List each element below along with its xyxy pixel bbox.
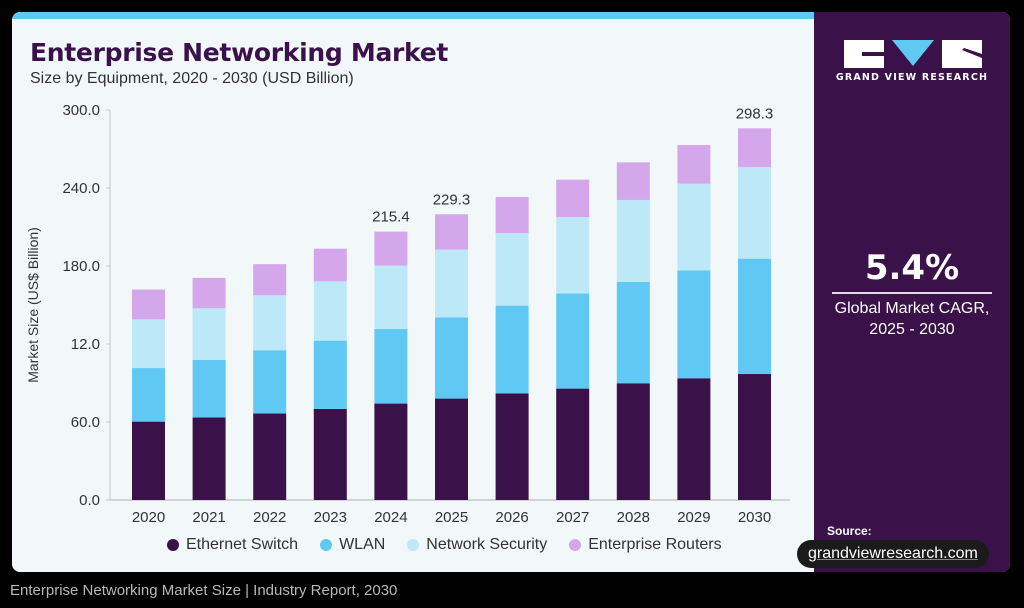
cagr-label-line2: 2025 - 2030: [869, 321, 955, 338]
bar-segment-ethernet-switch: [495, 393, 529, 500]
x-tick-label: 2020: [132, 509, 165, 526]
bar-segment-ethernet-switch: [435, 398, 468, 500]
x-tick-label: 2028: [617, 509, 650, 526]
bar-segment-ethernet-switch: [374, 403, 408, 500]
legend-swatch: [407, 539, 420, 551]
legend-label: Ethernet Switch: [186, 536, 299, 553]
divider: [832, 292, 992, 294]
legend-item-network-security: Network Security: [407, 536, 547, 554]
bar-segment-network-security: [435, 249, 468, 318]
bar-segment-enterprise-routers: [313, 248, 347, 282]
bar-segment-ethernet-switch: [313, 408, 347, 500]
bar-segment-network-security: [253, 295, 287, 351]
bar-segment-enterprise-routers: [374, 231, 408, 266]
x-tick-label: 2022: [253, 509, 286, 526]
x-tick-label: 2030: [738, 509, 771, 526]
bar-segment-enterprise-routers: [738, 128, 771, 167]
legend-item-ethernet-switch: Ethernet Switch: [167, 536, 298, 554]
bar-segment-wlan: [616, 281, 650, 384]
x-tick-label: 2027: [556, 509, 589, 526]
data-label: 298.3: [736, 105, 774, 122]
bar-segment-network-security: [132, 319, 165, 369]
legend-item-enterprise-routers: Enterprise Routers: [569, 536, 722, 554]
bar-segment-network-security: [313, 281, 347, 341]
source-link[interactable]: grandviewresearch.com: [797, 540, 989, 568]
bar-segment-enterprise-routers: [192, 277, 226, 309]
bar-segment-network-security: [556, 217, 590, 294]
bar-segment-enterprise-routers: [435, 214, 468, 250]
bar-segment-wlan: [313, 340, 347, 409]
x-tick-label: 2024: [374, 509, 407, 526]
y-tick-label: 240.0: [62, 180, 100, 197]
data-label: 229.3: [433, 191, 471, 208]
cagr-label-line1: Global Market CAGR,: [834, 300, 990, 317]
bar-segment-ethernet-switch: [616, 383, 650, 500]
bar-segment-wlan: [495, 305, 529, 394]
bar-segment-enterprise-routers: [556, 179, 590, 218]
bar-segment-network-security: [738, 166, 771, 259]
image-caption: Enterprise Networking Market Size | Indu…: [10, 582, 398, 599]
bar-segment-network-security: [192, 308, 226, 360]
bar-segment-network-security: [616, 199, 650, 282]
bar-segment-ethernet-switch: [738, 374, 771, 500]
y-tick-label: 12.0: [71, 336, 100, 353]
y-tick-label: 300.0: [62, 102, 100, 119]
bar-segment-wlan: [556, 293, 590, 389]
stacked-bar-chart: 0.0 60.0 12.0 180.0 240.0 300.0 Market Size (U…: [25, 102, 790, 526]
data-label: 215.4: [372, 209, 410, 226]
bar-segment-enterprise-routers: [677, 145, 711, 184]
x-tick-label: 2029: [677, 509, 710, 526]
bar-segment-enterprise-routers: [253, 264, 287, 296]
y-tick-label: 0.0: [79, 492, 100, 509]
bar-segment-network-security: [495, 232, 529, 306]
brand-name: GRAND VIEW RESEARCH: [835, 72, 989, 83]
bar-segment-network-security: [374, 265, 408, 330]
bar-segment-network-security: [677, 183, 711, 271]
cagr-value: 5.4%: [864, 248, 960, 288]
bar-segment-ethernet-switch: [556, 388, 590, 500]
bar-segment-enterprise-routers: [495, 196, 529, 233]
legend-label: WLAN: [339, 536, 386, 553]
bar-segment-wlan: [677, 270, 711, 379]
bar-segment-ethernet-switch: [192, 417, 226, 500]
x-tick-label: 2026: [495, 509, 528, 526]
x-tick-label: 2021: [192, 509, 225, 526]
cagr-label: Global Market CAGR, 2025 - 2030: [814, 298, 1010, 340]
sidebar-panel: GRAND VIEW RESEARCH 5.4% Global Market C…: [814, 12, 1010, 572]
bar-segment-ethernet-switch: [677, 378, 711, 500]
x-tick-label: 2025: [435, 509, 468, 526]
chart-title: Enterprise Networking Market: [30, 38, 449, 67]
infographic-card: Enterprise Networking Market Size by Equ…: [12, 12, 1010, 572]
chart-subtitle: Size by Equipment, 2020 - 2030 (USD Bill…: [30, 70, 354, 87]
legend-label: Enterprise Routers: [588, 536, 722, 553]
bar-segment-enterprise-routers: [132, 289, 165, 320]
legend-item-wlan: WLAN: [320, 536, 385, 554]
x-tick-label: 2023: [314, 509, 347, 526]
legend-swatch: [320, 539, 333, 551]
legend: Ethernet Switch WLAN Network Security En…: [167, 536, 722, 554]
source-label: Source:: [827, 524, 872, 538]
accent-bar: [12, 12, 814, 19]
gvr-logo-icon: [844, 40, 982, 68]
legend-label: Network Security: [426, 536, 548, 553]
legend-swatch: [167, 539, 179, 551]
bar-segment-ethernet-switch: [253, 413, 287, 500]
y-tick-label: 180.0: [62, 258, 100, 275]
y-axis-label: Market Size (US$ Billion): [25, 227, 41, 383]
bar-segment-enterprise-routers: [616, 162, 650, 200]
bar-segment-wlan: [374, 329, 408, 404]
bar-segment-wlan: [253, 350, 287, 414]
bar-segment-wlan: [435, 317, 468, 399]
bar-segment-ethernet-switch: [132, 421, 165, 500]
y-tick-label: 60.0: [71, 414, 100, 431]
bar-segment-wlan: [192, 359, 226, 418]
legend-swatch: [569, 539, 582, 551]
bar-segment-wlan: [738, 258, 771, 375]
bar-segment-wlan: [132, 368, 165, 422]
